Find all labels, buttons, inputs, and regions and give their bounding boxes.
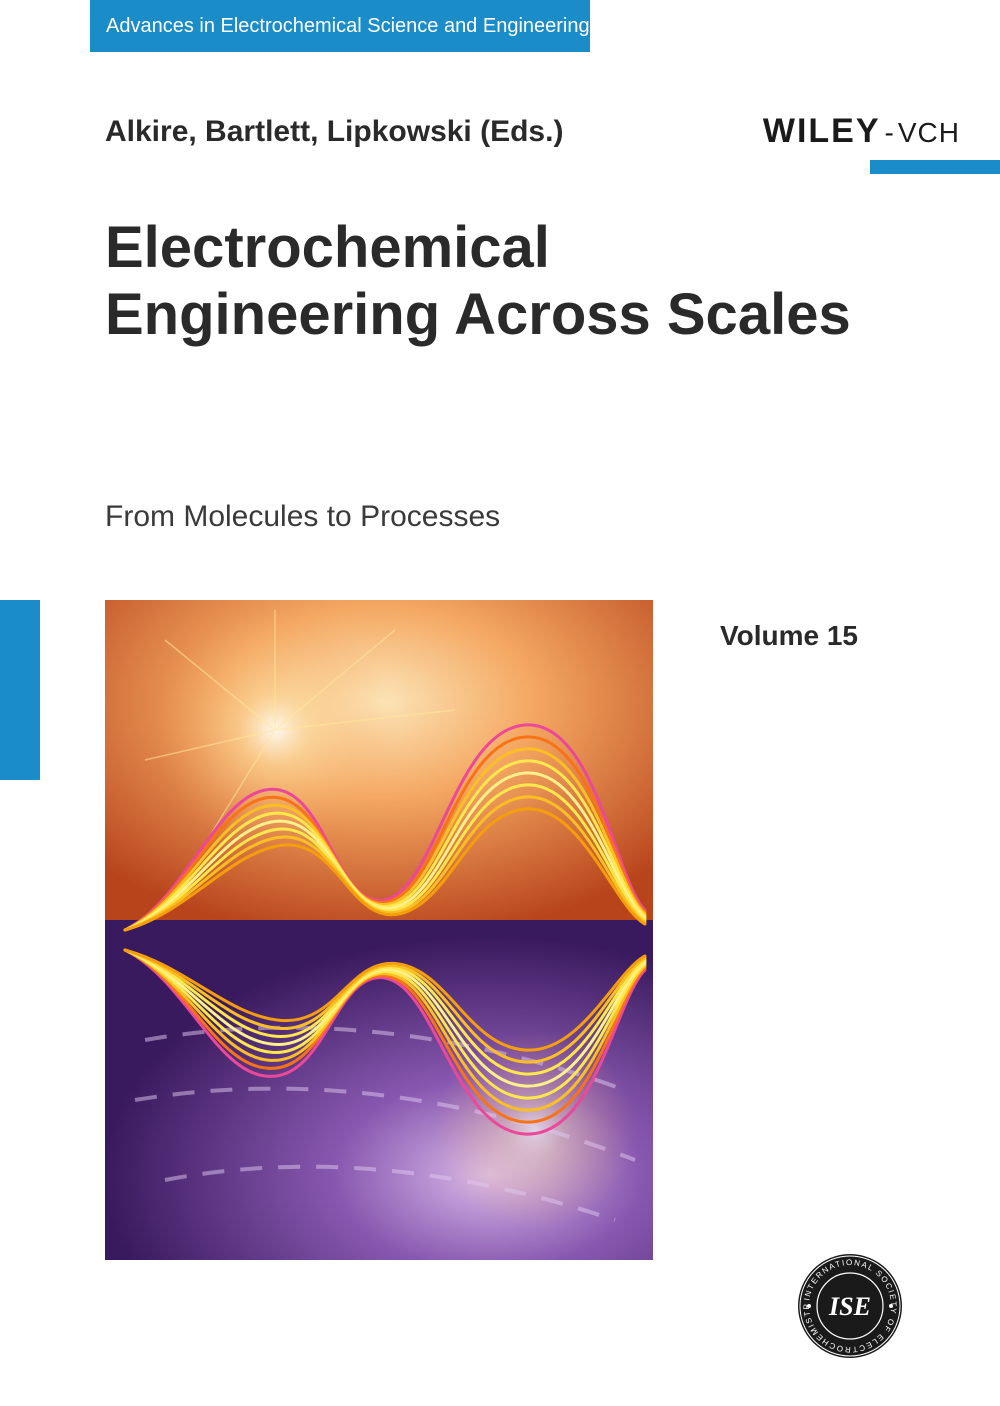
accent-bar-left bbox=[0, 600, 40, 780]
publisher-main: WILEY bbox=[763, 112, 881, 151]
editors: Alkire, Bartlett, Lipkowski (Eds.) bbox=[105, 115, 563, 149]
publisher-logo: WILEY - VCH bbox=[763, 112, 960, 151]
series-title: Advances in Electrochemical Science and … bbox=[106, 15, 590, 38]
ise-center-text: ISE bbox=[828, 1292, 871, 1321]
title-line-2: Engineering Across Scales bbox=[105, 282, 851, 349]
book-title: Electrochemical Engineering Across Scale… bbox=[105, 215, 851, 348]
publisher-dash: - bbox=[885, 117, 894, 149]
accent-bar-right bbox=[870, 160, 1000, 174]
title-line-1: Electrochemical bbox=[105, 215, 851, 282]
book-subtitle: From Molecules to Processes bbox=[105, 500, 500, 534]
cover-artwork bbox=[105, 600, 653, 1260]
volume-number: Volume 15 bbox=[720, 620, 858, 652]
series-bar: Advances in Electrochemical Science and … bbox=[90, 0, 590, 52]
publisher-sub: VCH bbox=[898, 117, 960, 149]
ise-logo: INTERNATIONAL SOCIETY OF ELECTROCHEMISTR… bbox=[795, 1251, 905, 1361]
